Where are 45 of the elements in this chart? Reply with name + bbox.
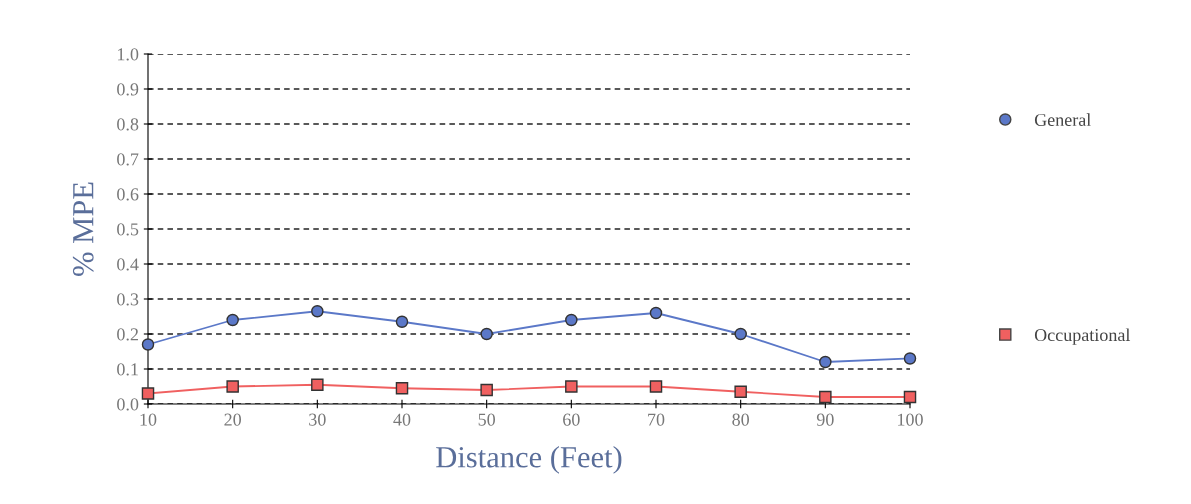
y-tick-label: 0.1 <box>117 363 138 376</box>
point <box>395 315 409 329</box>
y-tick-label: 0.2 <box>117 328 138 341</box>
y-tick-label: 0.0 <box>117 398 139 411</box>
x-tick-label: 60 <box>563 413 580 426</box>
point <box>395 381 409 395</box>
x-axis-title: Distance (Feet) <box>436 446 622 474</box>
y-tick-label: 0.7 <box>117 153 139 166</box>
y-axis-title: % MPE <box>72 182 94 276</box>
point <box>311 304 324 318</box>
y-tick-label: 0.9 <box>117 83 139 96</box>
point <box>480 327 493 341</box>
x-tick-label: 30 <box>309 413 326 426</box>
point <box>141 387 155 400</box>
x-tick-label: 90 <box>816 413 834 426</box>
point <box>903 352 917 365</box>
point <box>819 355 832 369</box>
point <box>565 380 578 393</box>
y-tick-label: 0.5 <box>117 223 139 236</box>
legend-label: General <box>1034 113 1091 127</box>
x-tick-label: 40 <box>393 413 411 426</box>
x-tick-label: 80 <box>732 413 750 426</box>
point <box>903 390 917 404</box>
point <box>649 380 663 393</box>
point <box>734 327 747 341</box>
point <box>226 380 239 393</box>
legend-label: Occupational <box>1034 328 1131 345</box>
point <box>311 378 324 392</box>
point <box>226 313 239 327</box>
point <box>565 313 578 327</box>
y-tick-label: 0.8 <box>117 118 139 131</box>
x-tick-label: 100 <box>898 413 923 426</box>
point <box>819 390 832 404</box>
y-tick-label: 0.6 <box>117 188 139 201</box>
x-tick-label: 20 <box>224 413 242 426</box>
point <box>649 306 663 320</box>
x-tick-label: 70 <box>648 413 665 426</box>
point <box>480 383 493 397</box>
point <box>734 385 747 399</box>
y-tick-label: 0.4 <box>117 258 139 271</box>
x-tick-label: 50 <box>478 413 496 426</box>
y-tick-label: 1.0 <box>117 48 139 61</box>
point <box>141 338 155 351</box>
x-tick-label: 10 <box>140 413 157 426</box>
y-tick-label: 0.3 <box>117 293 139 306</box>
